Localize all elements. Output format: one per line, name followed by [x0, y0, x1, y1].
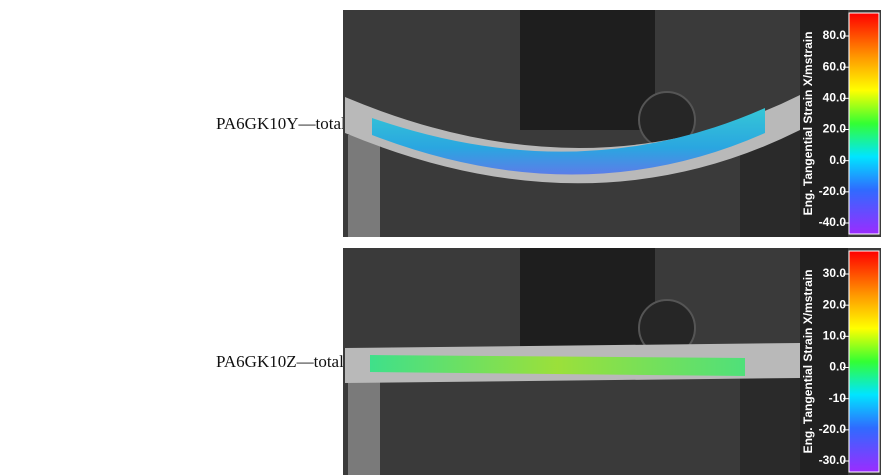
support-left: [348, 135, 380, 237]
colorbar: [849, 251, 879, 472]
support-left: [348, 373, 380, 475]
colorbar-tick-label: 20.0: [823, 122, 847, 136]
colorbar-tick-label: -20.0: [819, 422, 847, 436]
colorbar-tick-label: -40.0: [819, 215, 847, 229]
colorbar-tick-label: 0.0: [829, 153, 846, 167]
colorbar-title: Eng. Tangential Strain X/mstrain: [801, 270, 815, 454]
colorbar: [849, 13, 879, 234]
colorbar-tick-label: 20.0: [823, 297, 847, 311]
support-right: [740, 368, 800, 475]
colorbar-tick-label: -10: [829, 391, 847, 405]
loading-column: [520, 10, 655, 130]
colorbar-tick-label: 30.0: [823, 266, 847, 280]
colorbar-title: Eng. Tangential Strain X/mstrain: [801, 32, 815, 216]
colorbar-tick-label: -20.0: [819, 184, 847, 198]
colorbar-tick-label: 10.0: [823, 329, 847, 343]
colorbar-tick-label: 60.0: [823, 59, 847, 73]
colorbar-tick-label: -30.0: [819, 453, 847, 467]
figure: PA6GK10Y—total stainEng. Tangential Stra…: [0, 0, 881, 475]
colorbar-tick-label: 0.0: [829, 360, 846, 374]
colorbar-tick-label: 80.0: [823, 28, 847, 42]
colorbar-tick-label: 40.0: [823, 91, 847, 105]
